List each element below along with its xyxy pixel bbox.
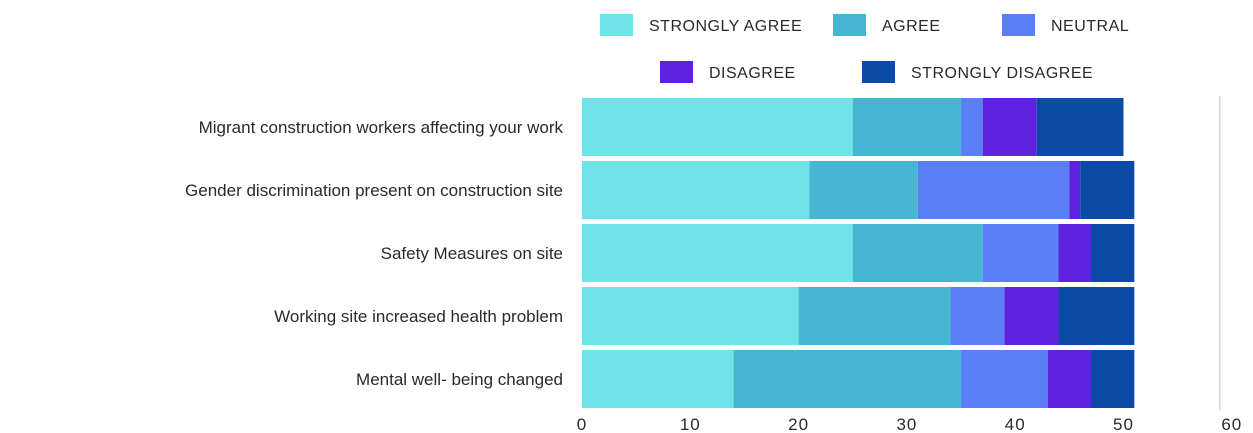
bar-segment-strongly-disagree [1058,287,1135,345]
bars [582,98,1135,408]
bar-segment-strongly-disagree [1091,350,1135,408]
bar-segment-strongly-agree [582,98,853,156]
bar-segment-agree [852,98,962,156]
x-tick-label: 0 [577,415,587,433]
legend-item-agree: AGREE [833,14,941,36]
bar-segment-agree [809,161,918,219]
bar-segment-disagree [1004,287,1059,345]
bar-row [582,287,1135,345]
legend-swatch-strongly-agree [600,14,633,36]
bar-segment-neutral [917,161,1070,219]
bar-segment-disagree [982,98,1037,156]
legend-swatch-disagree [660,61,693,83]
category-label: Gender discrimination present on constru… [185,181,563,200]
category-label: Working site increased health problem [274,307,563,326]
x-tick-label: 30 [896,415,917,433]
category-label: Safety Measures on site [381,244,563,263]
legend-swatch-neutral [1002,14,1035,36]
bar-row [582,350,1135,408]
legend-label-strongly-disagree: STRONGLY DISAGREE [911,65,1093,82]
bar-segment-disagree [1047,350,1092,408]
bar-segment-disagree [1069,161,1081,219]
bar-segment-agree [852,224,983,282]
legend-item-strongly-disagree: STRONGLY DISAGREE [862,61,1093,83]
legend-item-neutral: NEUTRAL [1002,14,1129,36]
bar-segment-strongly-disagree [1091,224,1135,282]
bar-segment-disagree [1058,224,1092,282]
bar-segment-agree [798,287,951,345]
bar-segment-strongly-disagree [1036,98,1124,156]
legend: STRONGLY AGREE AGREE NEUTRAL DISAGREE STRONG… [600,14,1129,83]
bar-segment-neutral [982,224,1059,282]
x-tick-label: 60 [1221,415,1242,433]
bar-row [582,224,1135,282]
legend-label-neutral: NEUTRAL [1051,18,1129,35]
bar-segment-neutral [961,350,1048,408]
x-tick-label: 10 [680,415,701,433]
bar-segment-strongly-agree [582,287,799,345]
x-tick-label: 50 [1113,415,1134,433]
category-labels: Migrant construction workers affecting y… [185,118,563,389]
x-axis-tick-labels: 0 10 20 30 40 50 60 [577,415,1242,433]
legend-item-strongly-agree: STRONGLY AGREE [600,14,802,36]
legend-swatch-agree [833,14,866,36]
bar-segment-neutral [961,98,983,156]
legend-label-disagree: DISAGREE [709,65,796,82]
bar-row [582,98,1124,156]
bar-segment-agree [733,350,962,408]
bar-segment-strongly-agree [582,224,853,282]
category-label: Migrant construction workers affecting y… [199,118,564,137]
legend-label-agree: AGREE [882,18,941,35]
legend-swatch-strongly-disagree [862,61,895,83]
x-tick-label: 40 [1005,415,1026,433]
legend-item-disagree: DISAGREE [660,61,796,83]
bar-segment-strongly-disagree [1080,161,1135,219]
category-label: Mental well- being changed [356,370,563,389]
x-tick-label: 20 [788,415,809,433]
bar-segment-strongly-agree [582,161,810,219]
bar-segment-strongly-agree [582,350,734,408]
bar-row [582,161,1135,219]
bar-segment-neutral [950,287,1005,345]
legend-label-strongly-agree: STRONGLY AGREE [649,18,802,35]
